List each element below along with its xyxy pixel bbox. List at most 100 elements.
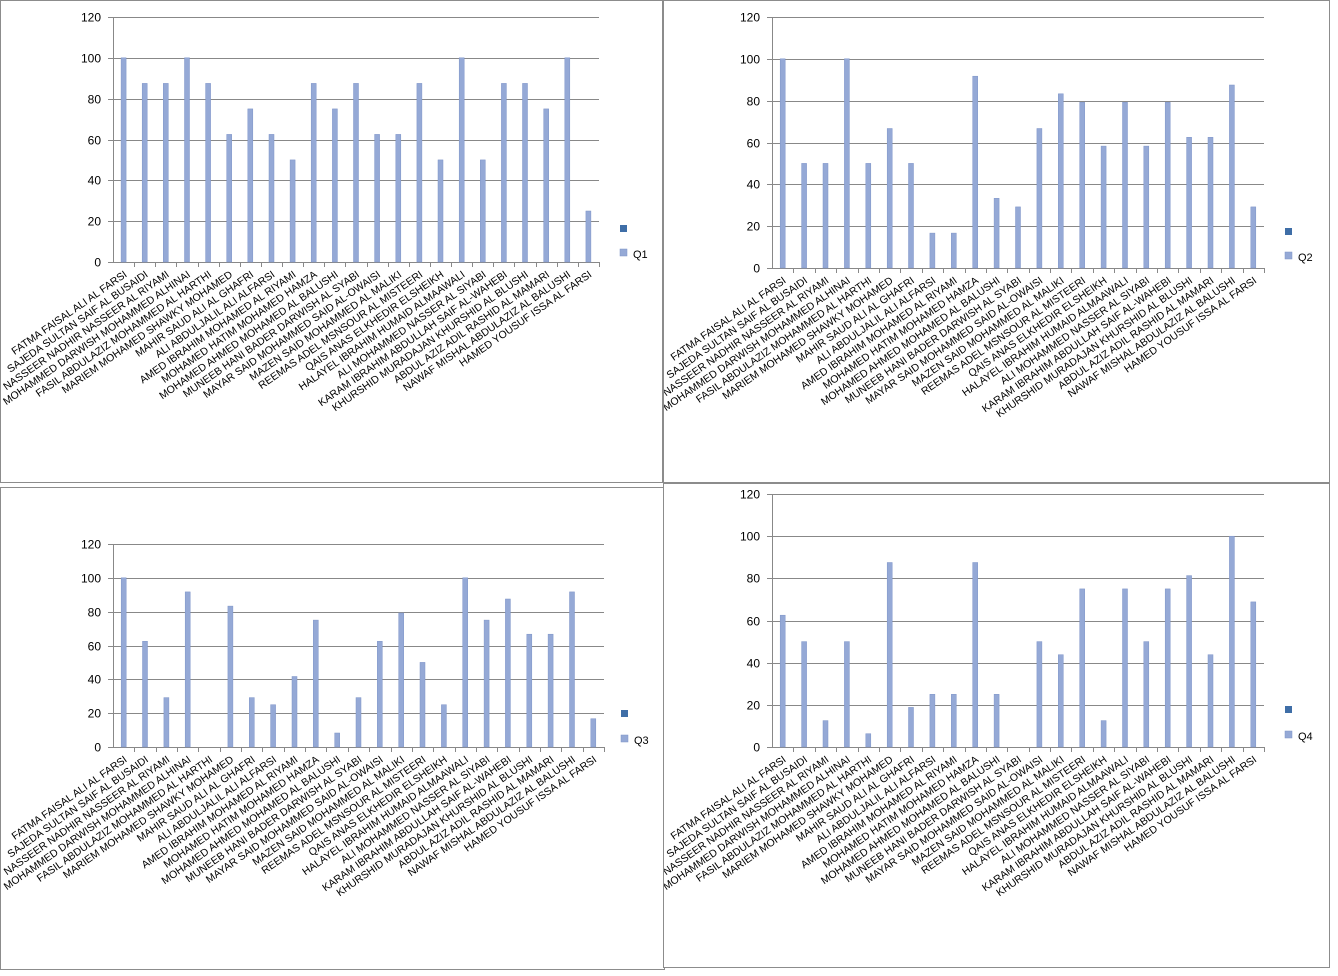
- bar: [480, 159, 486, 263]
- bar: [865, 733, 872, 748]
- bar: [1079, 588, 1085, 748]
- bar: [313, 619, 319, 748]
- y-tick-label: 60: [747, 615, 761, 629]
- y-tick-label: 20: [747, 220, 761, 234]
- bar: [226, 134, 232, 263]
- bar: [416, 83, 423, 263]
- bar: [1207, 654, 1214, 748]
- bar: [951, 694, 957, 748]
- bar: [526, 633, 533, 748]
- bar: [184, 57, 190, 263]
- y-tick-label: 20: [747, 699, 761, 713]
- bar: [395, 134, 402, 263]
- bar: [1143, 641, 1150, 748]
- bar: [779, 614, 786, 748]
- y-tick-label: 100: [81, 52, 101, 66]
- bar: [522, 83, 528, 263]
- bar: [972, 562, 978, 748]
- bar: [163, 697, 170, 748]
- bar: [462, 577, 468, 748]
- bar: [1100, 145, 1107, 269]
- bar: [291, 676, 298, 748]
- bar: [1229, 535, 1235, 748]
- bar: [1229, 84, 1235, 269]
- bar: [543, 108, 549, 263]
- bar: [1143, 145, 1150, 269]
- legend-label: Q4: [1298, 731, 1313, 743]
- y-tick-label: 40: [747, 178, 761, 192]
- y-tick-label: 100: [81, 572, 101, 586]
- bar: [289, 159, 296, 263]
- bar: [844, 58, 850, 269]
- y-tick-label: 80: [747, 95, 761, 109]
- y-tick-label: 20: [88, 707, 102, 721]
- chart-panel-q4: 0 20 40 60 80 100 120 FATMA FAISAL ALI AL FARSI…: [663, 483, 1330, 968]
- legend-label: Q1: [633, 249, 648, 261]
- bar: [779, 58, 786, 269]
- bar: [822, 163, 829, 269]
- bar: [569, 591, 575, 748]
- bar: [1207, 137, 1214, 269]
- bar: [564, 57, 571, 263]
- y-tick-label: 120: [81, 538, 101, 552]
- bar: [547, 633, 554, 748]
- bar: [972, 75, 978, 269]
- y-tick-label: 120: [740, 11, 760, 25]
- legend-marker-blank: [1285, 228, 1292, 235]
- bar: [163, 83, 169, 263]
- y-tick-label: 40: [747, 657, 761, 671]
- y-tick-label: 60: [747, 137, 761, 151]
- y-tick-label: 40: [88, 174, 102, 188]
- bar: [419, 662, 426, 748]
- bar: [374, 134, 380, 263]
- bar: [184, 591, 191, 748]
- y-tick-label: 80: [88, 93, 102, 107]
- y-tick-label: 60: [88, 640, 102, 654]
- bar: [505, 598, 511, 748]
- bar: [398, 612, 404, 748]
- y-tick-label: 120: [740, 488, 760, 502]
- legend-marker-series: [1284, 730, 1293, 739]
- legend-marker-blank: [621, 710, 628, 717]
- bar: [1186, 137, 1192, 269]
- bar: [951, 232, 957, 269]
- y-tick-label: 120: [81, 11, 101, 25]
- bar: [929, 232, 936, 269]
- chart-panel-q1: 0 20 40 60 80 100 120 FATMA FAISAL ALI AL FARSI…: [0, 0, 663, 483]
- bar: [1164, 588, 1171, 748]
- bar: [1058, 93, 1064, 269]
- y-tick-label: 0: [753, 262, 760, 276]
- legend-marker-series: [620, 734, 629, 743]
- legend-marker-blank: [620, 225, 627, 232]
- y-tick-label: 0: [94, 741, 101, 755]
- bar: [355, 697, 362, 748]
- bar: [501, 83, 507, 263]
- bar: [590, 718, 597, 748]
- bar: [1058, 654, 1064, 748]
- bar: [120, 577, 127, 748]
- bar: [1250, 601, 1257, 748]
- bar: [1100, 720, 1107, 748]
- bar: [908, 707, 914, 748]
- legend-marker-series: [1284, 251, 1293, 260]
- bar: [120, 57, 127, 263]
- bar: [801, 163, 807, 269]
- chart-panel-q2: 0 20 40 60 80 100 120 FATMA FAISAL ALI AL FARSI…: [663, 0, 1330, 483]
- bar: [886, 562, 893, 748]
- bar: [142, 641, 148, 748]
- bar: [865, 163, 872, 269]
- y-tick-label: 100: [740, 530, 760, 544]
- bar: [247, 108, 254, 263]
- legend-label: Q2: [1298, 252, 1313, 264]
- bar: [908, 163, 914, 269]
- chart-panel-q3: 0 20 40 60 80 100 120 FATMA FAISAL ALI AL FARSI…: [0, 487, 665, 970]
- bar: [141, 83, 148, 263]
- bar: [1036, 128, 1043, 269]
- bar: [334, 732, 340, 748]
- bar: [1079, 102, 1085, 269]
- bar: [844, 641, 850, 748]
- legend-marker-series: [619, 248, 628, 257]
